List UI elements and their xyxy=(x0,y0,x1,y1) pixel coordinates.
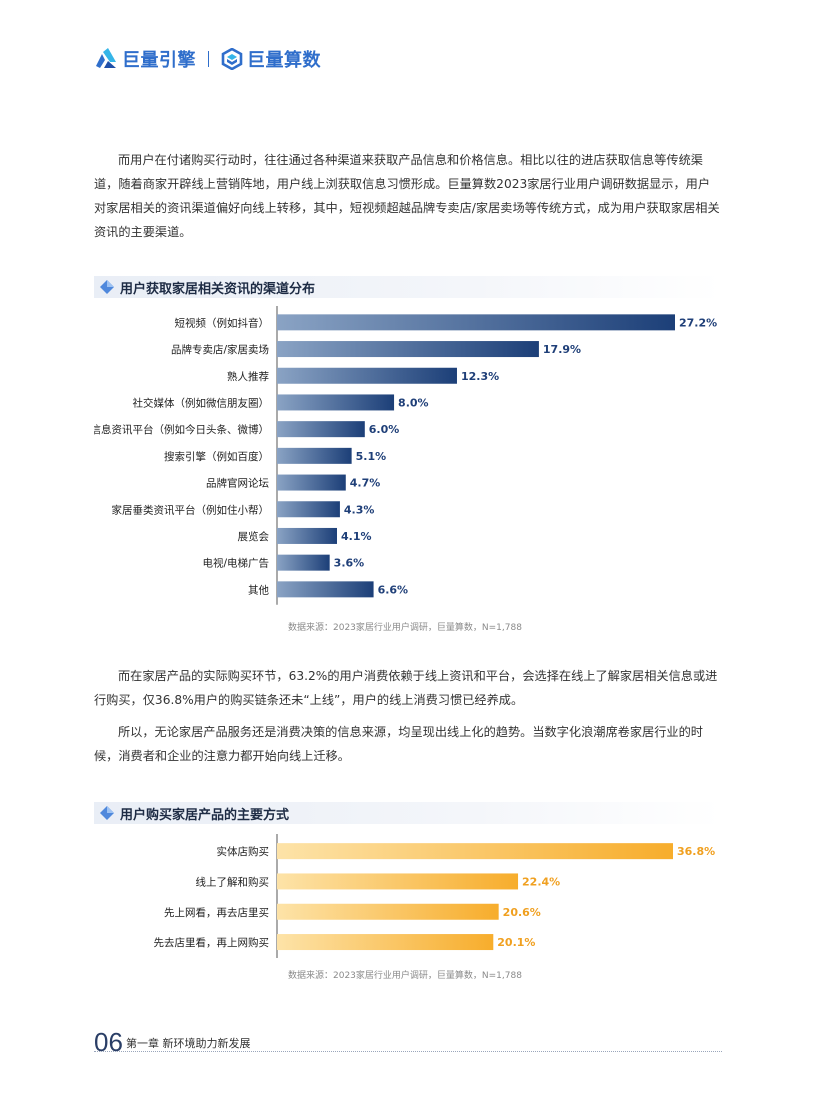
category-label: 品牌专卖店/家居卖场 xyxy=(171,343,269,356)
paragraph-trend: 所以，无论家居产品服务还是消费决策的信息来源，均呈现出线上化的趋势。当数字化浪潮… xyxy=(94,725,703,763)
bar xyxy=(277,934,494,951)
bar xyxy=(277,314,675,331)
page-header: 巨量引擎 巨量算数 xyxy=(94,44,321,74)
value-label: 3.6% xyxy=(334,557,365,570)
bar xyxy=(277,903,499,920)
bar xyxy=(277,367,457,384)
category-label: 短视频（例如抖音） xyxy=(175,316,270,329)
bar xyxy=(277,527,337,544)
page-footer: 06 第一章 新环境助力新发展 xyxy=(94,1027,722,1057)
ocean-engine-logo-icon xyxy=(96,48,116,68)
value-label: 4.1% xyxy=(341,530,372,543)
page-number: 06 xyxy=(94,1027,123,1057)
value-label: 17.9% xyxy=(543,343,581,356)
section-title-text: 用户购买家居产品的主要方式 xyxy=(120,807,290,823)
category-label: 其他 xyxy=(248,583,269,596)
chart-info-channels: 短视频（例如抖音） 27.2% 品牌专卖店/家居卖场 17.9% 熟人推荐 12.3% 社交… xyxy=(91,305,722,612)
category-label: 社交媒体（例如微信朋友圈） xyxy=(133,396,270,409)
value-label: 20.6% xyxy=(503,906,541,919)
bar xyxy=(277,341,539,358)
category-label: 熟人推荐 xyxy=(227,370,269,383)
category-label: 先去店里看，再上网购买 xyxy=(154,936,270,949)
category-label: 品牌官网论坛 xyxy=(206,477,269,490)
chart-purchase-methods-svg: 实体店购买 36.8% 线上了解和购买 22.4% 先上网看，再去店里买 20.6% 先去店… xyxy=(154,832,715,960)
chart2-source: 数据来源：2023家居行业用户调研，巨量算数，N=1,788 xyxy=(288,971,522,981)
category-label: 家居垂类资讯平台（例如住小帮） xyxy=(112,503,270,516)
value-label: 4.3% xyxy=(344,503,375,516)
value-label: 36.8% xyxy=(677,845,715,858)
brand-ocean-engine-data-label: 巨量算数 xyxy=(247,50,321,71)
section-marker-icon xyxy=(100,806,114,820)
chapter-title: 第一章 新环境助力新发展 xyxy=(126,1037,251,1050)
value-label: 22.4% xyxy=(522,875,560,888)
category-label: 电视/电梯广告 xyxy=(202,557,269,570)
bar xyxy=(277,843,673,860)
chart1-source: 数据来源：2023家居行业用户调研，巨量算数，N=1,788 xyxy=(288,623,522,633)
category-label: 先上网看，再去店里买 xyxy=(164,906,269,919)
chart-info-channels-svg: 短视频（例如抖音） 27.2% 品牌专卖店/家居卖场 17.9% 熟人推荐 12.3% 社交… xyxy=(91,305,717,605)
category-label: 实体店购买 xyxy=(217,845,270,858)
section-title-text: 用户获取家居相关资讯的渠道分布 xyxy=(120,281,316,297)
value-label: 20.1% xyxy=(497,936,535,949)
bar xyxy=(277,394,395,411)
value-label: 12.3% xyxy=(461,370,499,383)
ocean-engine-data-logo-icon xyxy=(221,48,243,70)
bar xyxy=(277,447,352,464)
category-label: 搜索引擎（例如百度） xyxy=(164,450,269,463)
bar xyxy=(277,421,365,438)
brand-ocean-engine-data: 巨量算数 xyxy=(221,46,321,72)
bar xyxy=(277,501,340,518)
value-label: 5.1% xyxy=(356,450,387,463)
bar xyxy=(277,581,374,598)
value-label: 27.2% xyxy=(679,316,717,329)
category-label: 线上了解和购买 xyxy=(196,875,270,888)
chart-purchase-methods: 实体店购买 36.8% 线上了解和购买 22.4% 先上网看，再去店里买 20.6% 先去店… xyxy=(94,832,722,962)
category-label: 信息资讯平台（例如今日头条、微博） xyxy=(94,423,269,436)
value-label: 6.0% xyxy=(369,423,400,436)
paragraph-purchase: 而在家居产品的实际购买环节，63.2%的用户消费依赖于线上资讯和平台，会选择在线… xyxy=(94,669,718,707)
section-marker-icon xyxy=(100,280,114,294)
bar xyxy=(277,554,330,571)
value-label: 4.7% xyxy=(350,477,381,490)
footer-divider xyxy=(94,1051,722,1052)
category-label: 展览会 xyxy=(238,530,270,543)
value-label: 6.6% xyxy=(378,583,409,596)
header-separator xyxy=(208,51,209,67)
bar xyxy=(277,474,346,491)
value-label: 8.0% xyxy=(398,396,429,409)
bar xyxy=(277,873,519,890)
brand-ocean-engine: 巨量引擎 xyxy=(94,46,196,72)
section-title-purchase-methods: 用户购买家居产品的主要方式 xyxy=(94,802,722,824)
section-title-info-channels: 用户获取家居相关资讯的渠道分布 xyxy=(94,276,722,298)
brand-ocean-engine-label: 巨量引擎 xyxy=(122,50,196,71)
paragraph-intro: 而用户在付诸购买行动时，往往通过各种渠道来获取产品信息和价格信息。相比以往的进店… xyxy=(94,153,720,239)
